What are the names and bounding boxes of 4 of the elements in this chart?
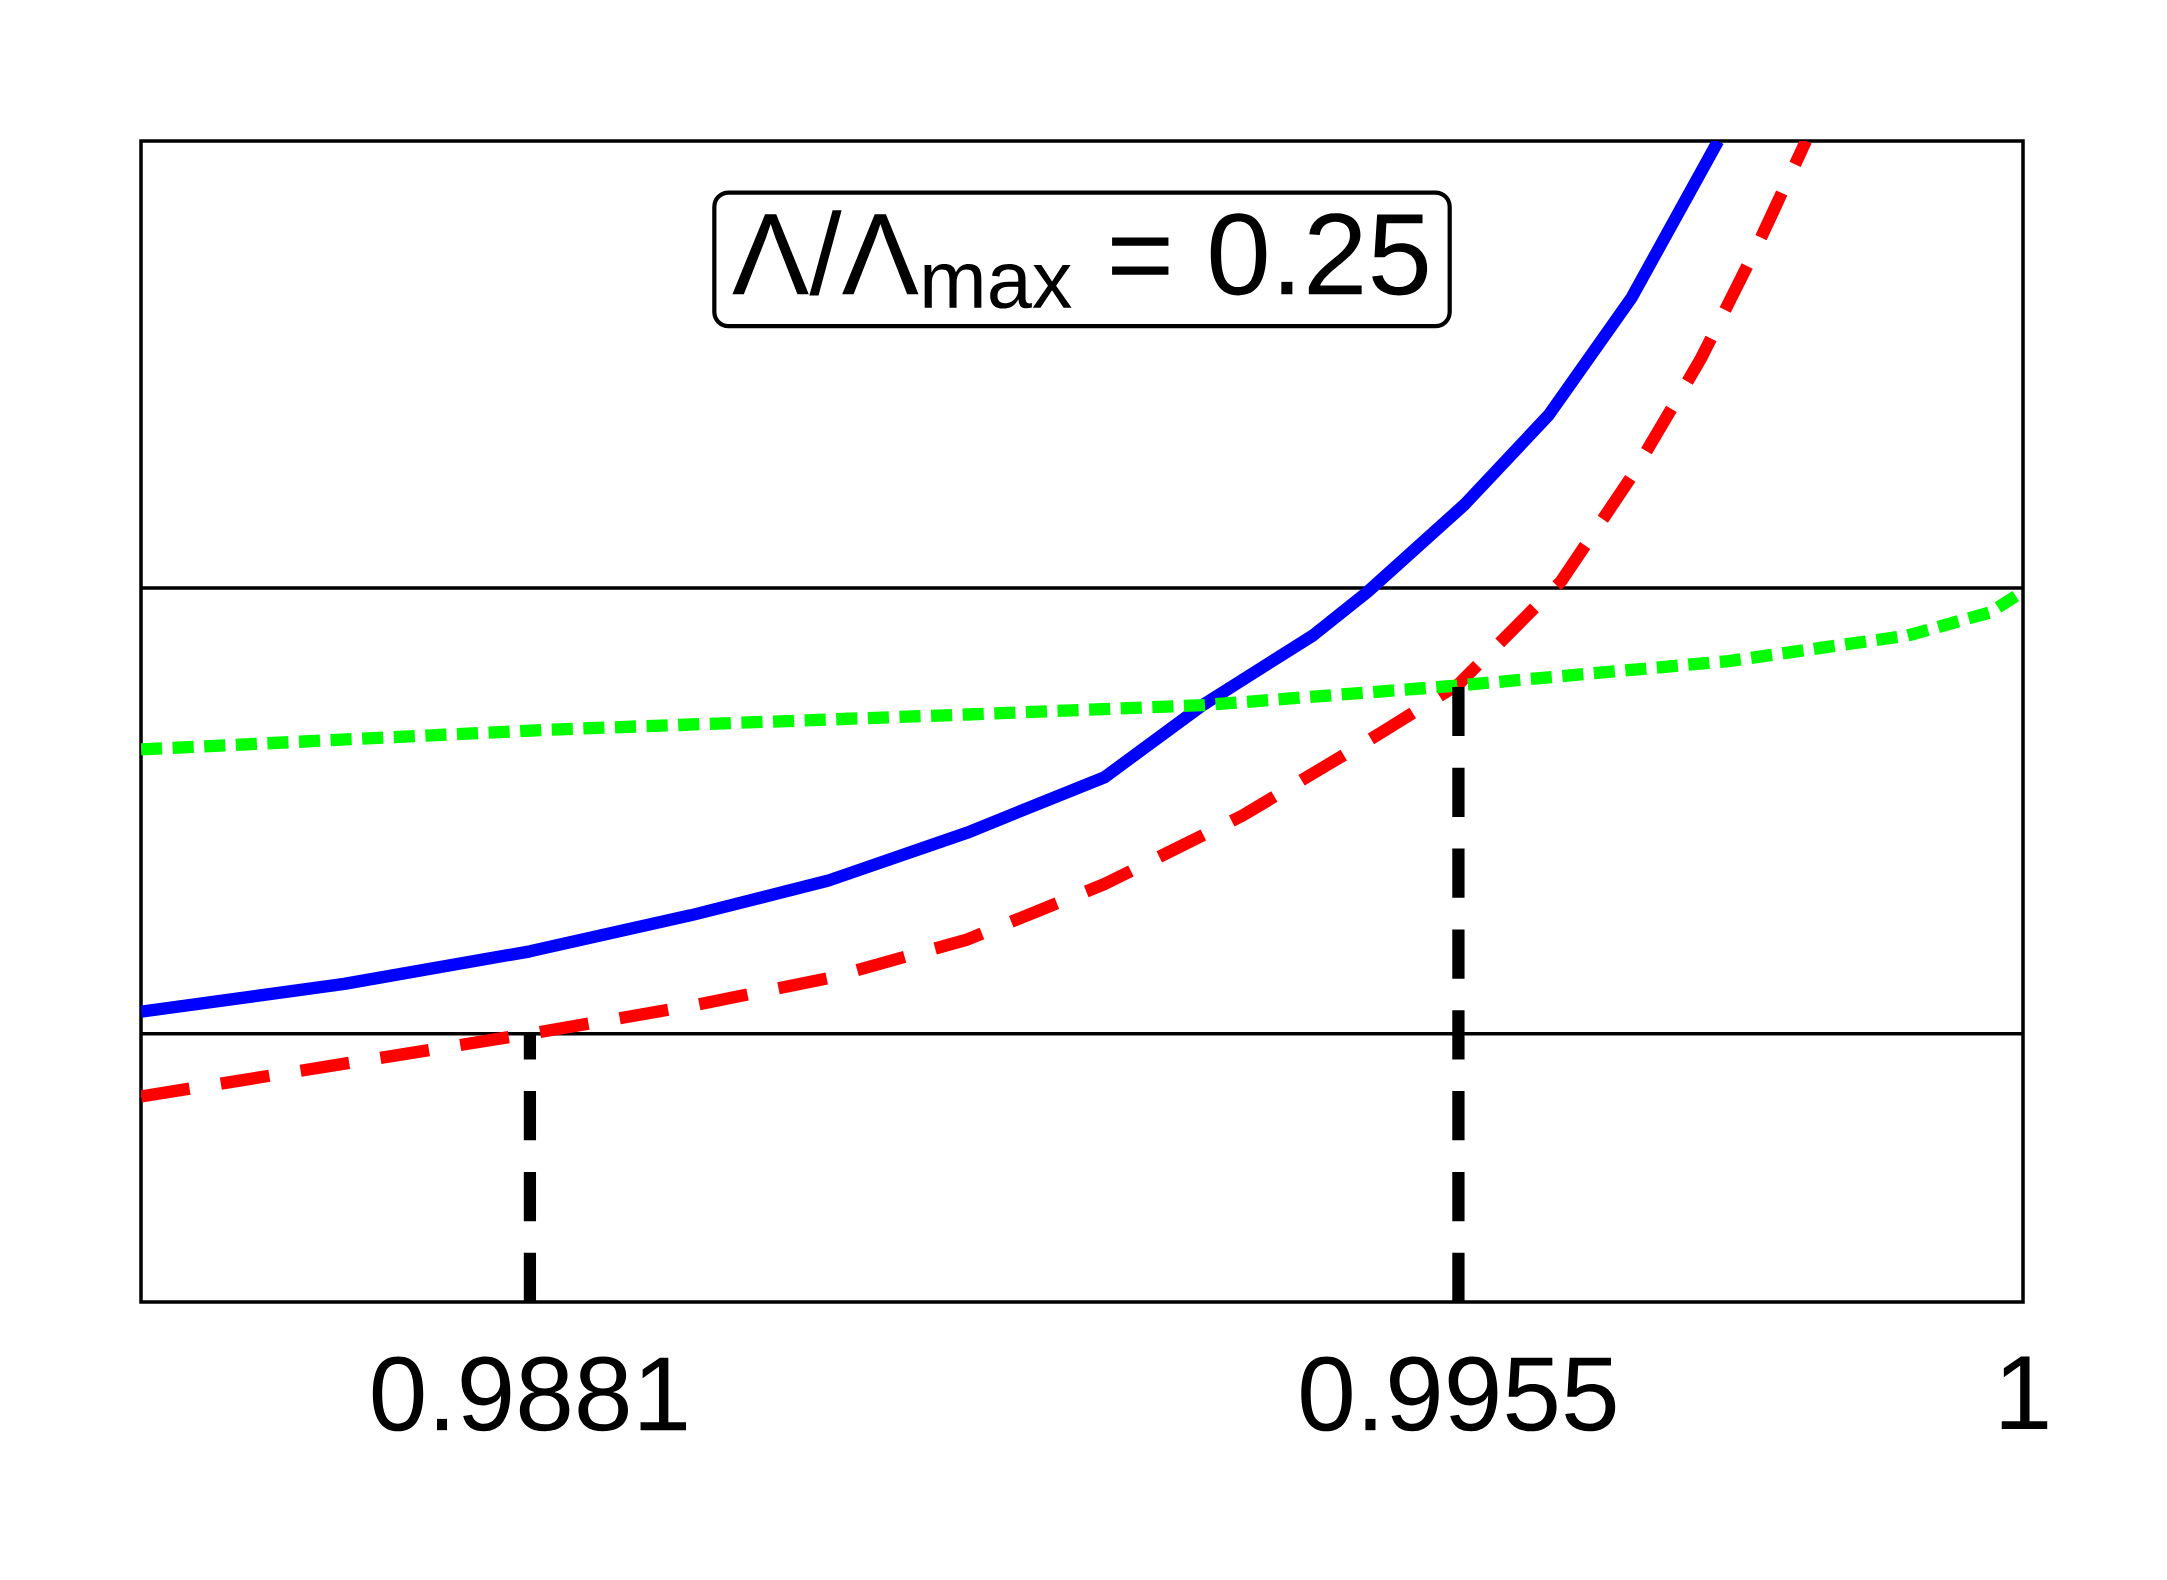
annotation: Λ/Λ$_{max}$ = 0.25 — [732, 210, 1428, 309]
x-tick-label: 1 — [2001, 1356, 2048, 1430]
x-tick-label: 0.9955 — [1301, 1356, 1616, 1432]
x-tick-label: 0.9881 — [372, 1356, 687, 1432]
